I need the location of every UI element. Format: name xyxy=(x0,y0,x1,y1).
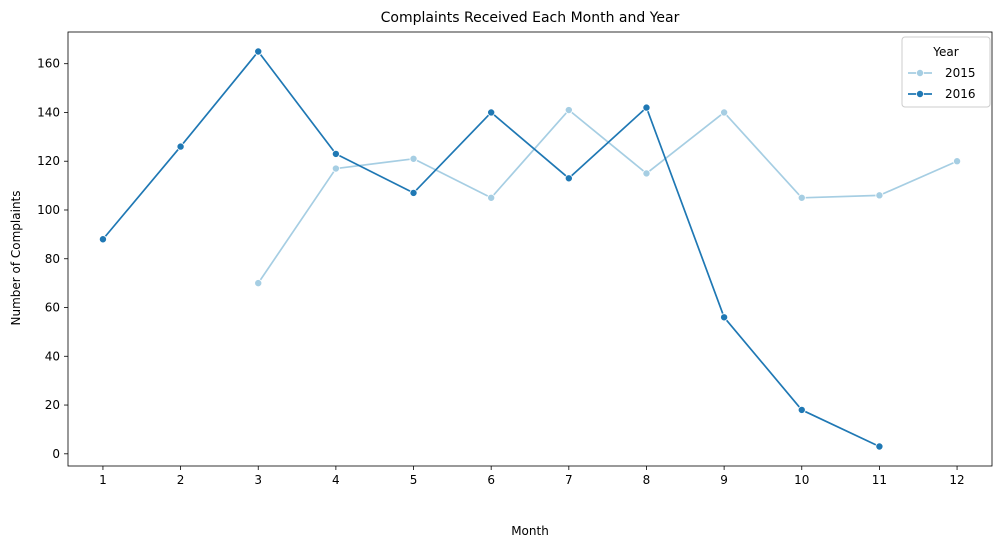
y-tick-label: 20 xyxy=(45,398,60,412)
y-tick-label: 100 xyxy=(37,203,60,217)
legend-title: Year xyxy=(932,45,958,59)
data-point-2016 xyxy=(797,405,806,414)
x-tick-label: 5 xyxy=(410,473,418,487)
y-axis: 0 20 40 60 80 100 120 140 160 xyxy=(37,57,68,461)
data-point-2016 xyxy=(642,103,651,112)
legend-frame xyxy=(901,36,991,108)
x-tick-label: 3 xyxy=(254,473,262,487)
data-point-2015 xyxy=(953,157,962,166)
plot-area xyxy=(67,31,993,467)
x-axis-label: Month xyxy=(511,524,549,538)
chart-title: Complaints Received Each Month and Year xyxy=(381,10,680,26)
y-tick-label: 160 xyxy=(37,57,60,71)
x-tick-label: 9 xyxy=(720,473,728,487)
x-tick-label: 7 xyxy=(565,473,573,487)
legend-entries: 2015 2016 xyxy=(908,66,976,101)
series-line-2015 xyxy=(257,109,958,284)
series-2016 xyxy=(98,47,884,451)
x-tick-label: 10 xyxy=(794,473,809,487)
legend-label-2015: 2015 xyxy=(945,66,976,80)
y-tick-label: 60 xyxy=(45,301,60,315)
y-axis-label: Number of Complaints xyxy=(9,190,23,325)
data-point-2016 xyxy=(176,142,185,151)
x-tick-label: 12 xyxy=(949,473,964,487)
legend-marker-2016 xyxy=(916,90,925,99)
x-tick-label: 6 xyxy=(487,473,495,487)
x-tick-label: 8 xyxy=(643,473,651,487)
x-tick-label: 1 xyxy=(99,473,107,487)
data-point-2016 xyxy=(254,47,263,56)
legend: Year 2015 2016 xyxy=(901,36,991,108)
x-tick-label: 2 xyxy=(177,473,185,487)
y-tick-label: 80 xyxy=(45,252,60,266)
x-tick-label: 11 xyxy=(872,473,887,487)
data-point-2016 xyxy=(331,149,340,158)
y-tick-label: 0 xyxy=(52,447,60,461)
legend-label-2016: 2016 xyxy=(945,87,976,101)
data-point-2015 xyxy=(564,106,573,115)
series-group xyxy=(98,47,962,451)
data-point-2016 xyxy=(487,108,496,117)
y-tick-label: 40 xyxy=(45,349,60,363)
data-point-2015 xyxy=(720,108,729,117)
data-point-2015 xyxy=(254,279,263,288)
data-point-2015 xyxy=(642,169,651,178)
data-point-2015 xyxy=(875,191,884,200)
data-point-2015 xyxy=(409,154,418,163)
legend-marker-2015 xyxy=(916,69,925,78)
data-point-2015 xyxy=(797,193,806,202)
x-axis: 1 2 3 4 5 6 7 8 9 10 11 12 xyxy=(99,466,965,487)
series-2015 xyxy=(254,106,962,288)
data-point-2016 xyxy=(564,174,573,183)
plot-frame xyxy=(67,31,993,467)
y-tick-label: 140 xyxy=(37,105,60,119)
data-point-2015 xyxy=(331,164,340,173)
data-point-2015 xyxy=(487,193,496,202)
data-point-2016 xyxy=(875,442,884,451)
data-point-2016 xyxy=(409,188,418,197)
data-point-2016 xyxy=(720,313,729,322)
x-tick-label: 4 xyxy=(332,473,340,487)
y-tick-label: 120 xyxy=(37,154,60,168)
data-point-2016 xyxy=(98,235,107,244)
